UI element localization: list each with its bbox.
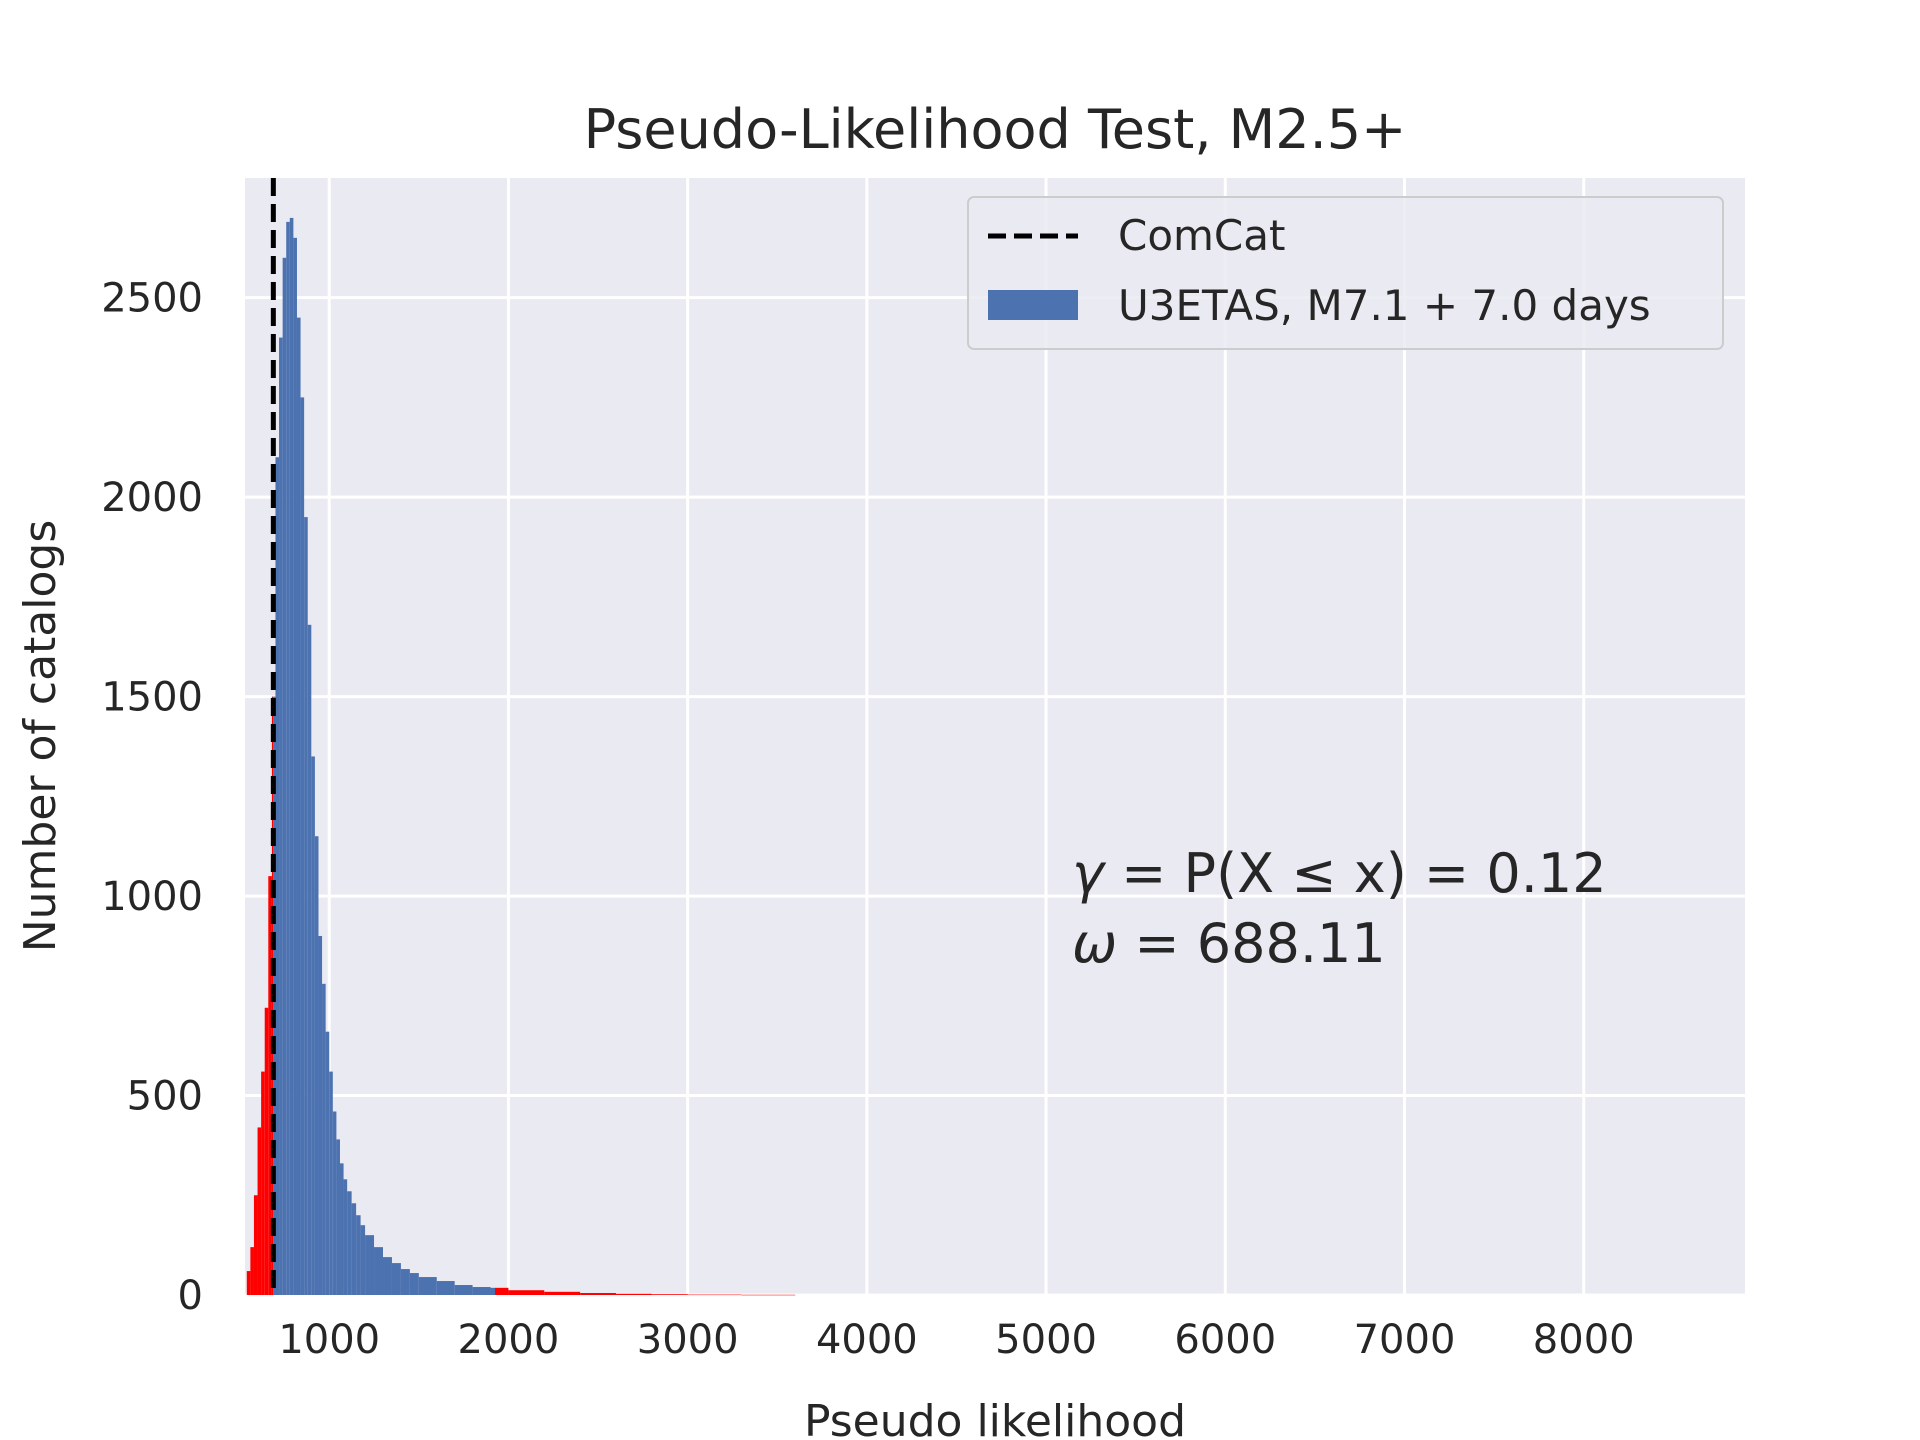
histogram-bar	[304, 517, 308, 1295]
histogram-bar	[257, 1127, 262, 1295]
legend-histogram-swatch	[988, 290, 1078, 320]
y-tick-label: 1500	[101, 675, 203, 721]
legend-observed-label: ComCat	[1118, 211, 1285, 260]
histogram-bar	[356, 1215, 361, 1295]
x-tick-label: 4000	[816, 1317, 918, 1363]
omega-expression: = 688.11	[1117, 912, 1386, 975]
histogram-bar	[307, 624, 312, 1295]
x-tick-label: 1000	[278, 1317, 380, 1363]
legend-box	[967, 196, 1724, 350]
histogram-bar	[261, 1071, 265, 1295]
histogram-bar	[253, 1195, 258, 1295]
histogram-bar	[351, 1203, 357, 1295]
histogram-bar	[279, 337, 283, 1296]
histogram-bar	[360, 1225, 366, 1295]
histogram-bar	[365, 1235, 375, 1295]
y-tick-label: 2500	[101, 276, 203, 322]
chart-title: Pseudo-Likelihood Test, M2.5+	[584, 98, 1407, 161]
x-tick-label: 3000	[637, 1317, 739, 1363]
histogram-bar	[325, 1031, 330, 1295]
legend: ComCat U3ETAS, M7.1 + 7.0 days	[967, 196, 1724, 350]
x-tick-label: 6000	[1174, 1317, 1276, 1363]
histogram-bar	[300, 397, 305, 1295]
histogram-bar	[275, 457, 280, 1295]
histogram-bar	[286, 221, 290, 1296]
y-tick-label: 0	[178, 1273, 203, 1319]
histogram-bar	[322, 983, 326, 1295]
histogram-bar	[544, 1291, 581, 1295]
histogram-bar	[329, 1071, 333, 1295]
histogram-bar	[436, 1281, 455, 1295]
x-axis-label: Pseudo likelihood	[804, 1396, 1186, 1440]
histogram-bar	[382, 1257, 392, 1295]
histogram-bar	[343, 1179, 348, 1295]
omega-annotation: ω = 688.11	[1072, 912, 1386, 975]
histogram-bar	[246, 1271, 251, 1295]
histogram-bar	[347, 1191, 352, 1295]
x-tick-label: 7000	[1354, 1317, 1456, 1363]
gamma-annotation: γ = P(X ≤ x) = 0.12	[1072, 842, 1607, 905]
histogram-bar	[472, 1287, 491, 1295]
plot-area	[245, 178, 1745, 1295]
y-tick-label: 1000	[101, 874, 203, 920]
x-tick-labels: 1000 2000 3000 4000 5000 6000 7000 8000	[278, 1317, 1634, 1363]
histogram-bar	[282, 257, 287, 1296]
x-tick-label: 2000	[458, 1317, 560, 1363]
histogram-bar	[651, 1294, 688, 1295]
gamma-expression: = P(X ≤ x) = 0.12	[1104, 842, 1607, 905]
x-tick-label: 8000	[1533, 1317, 1635, 1363]
histogram-bar	[336, 1139, 340, 1295]
grid	[245, 178, 1745, 1297]
histogram-bar	[314, 836, 319, 1295]
histogram-bar	[268, 876, 272, 1295]
histogram-bar	[250, 1247, 254, 1295]
histogram-bar	[318, 935, 323, 1295]
legend-histogram-label: U3ETAS, M7.1 + 7.0 days	[1118, 281, 1651, 330]
x-tick-label: 5000	[995, 1317, 1097, 1363]
histogram-bar	[495, 1287, 509, 1295]
histogram-bar	[339, 1163, 344, 1295]
histogram-bar	[293, 237, 297, 1296]
histogram-bar	[741, 1294, 796, 1296]
histogram-bar	[615, 1293, 652, 1295]
histogram-bar	[508, 1290, 545, 1295]
histogram-bar	[374, 1247, 383, 1295]
y-tick-labels: 0 500 1000 1500 2000 2500	[101, 276, 203, 1319]
histogram-bar	[332, 1111, 337, 1295]
histogram-bar	[454, 1285, 473, 1295]
y-tick-label: 500	[127, 1074, 203, 1120]
y-tick-label: 2000	[101, 475, 203, 521]
histogram-bar	[296, 317, 301, 1295]
omega-symbol: ω	[1072, 912, 1117, 975]
histogram-bar	[418, 1277, 437, 1295]
y-axis-label: Number of catalogs	[15, 520, 66, 953]
gamma-symbol: γ	[1072, 842, 1107, 905]
histogram-bar	[400, 1269, 410, 1295]
histogram-bar	[490, 1287, 495, 1295]
histogram-bar	[391, 1263, 401, 1295]
histogram-bar	[687, 1294, 742, 1296]
histogram-bar	[289, 217, 294, 1296]
histogram-bar	[264, 1007, 269, 1295]
histogram-bar	[311, 756, 315, 1295]
histogram-bar	[409, 1273, 419, 1295]
histogram-bar	[580, 1293, 616, 1295]
annotation: γ = P(X ≤ x) = 0.12 ω = 688.11	[1072, 842, 1607, 975]
